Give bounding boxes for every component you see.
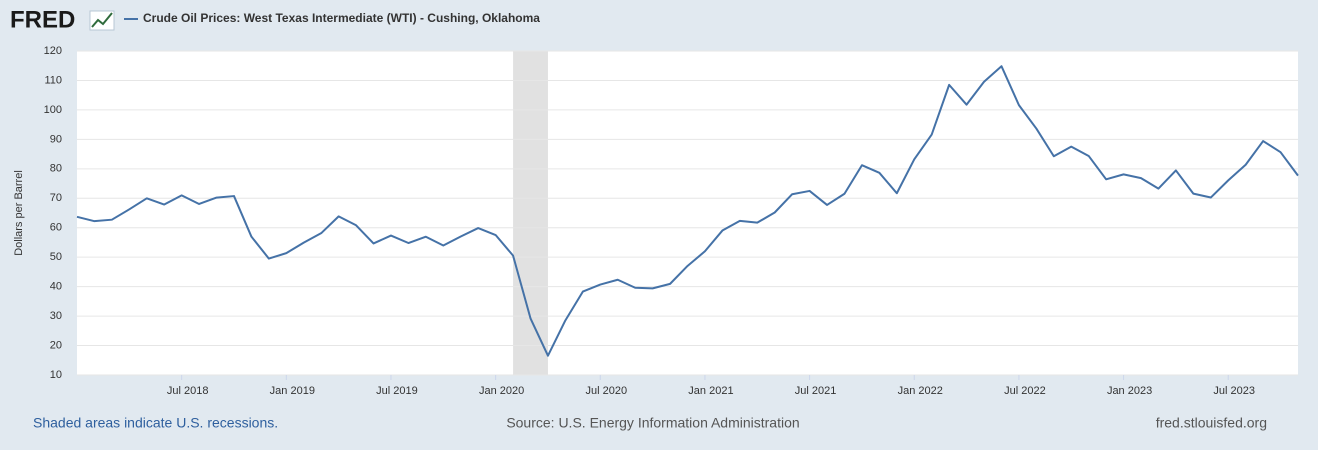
y-tick-label: 30	[50, 310, 62, 322]
x-tick-label: Jul 2021	[795, 385, 837, 397]
x-tick-label: Jan 2019	[270, 385, 315, 397]
y-tick-label: 40	[50, 281, 62, 293]
recession-band	[513, 51, 548, 375]
y-tick-label: 100	[44, 104, 62, 116]
legend-label: Crude Oil Prices: West Texas Intermediat…	[143, 11, 540, 25]
x-tick-label: Jul 2018	[167, 385, 209, 397]
y-tick-label: 20	[50, 339, 62, 351]
x-tick-label: Jul 2023	[1213, 385, 1255, 397]
x-tick-label: Jul 2020	[585, 385, 627, 397]
x-tick-label: Jan 2022	[898, 385, 943, 397]
y-tick-label: 60	[50, 222, 62, 234]
plot-area	[77, 51, 1298, 375]
x-tick-label: Jul 2019	[376, 385, 418, 397]
series-line	[76, 65, 1299, 357]
y-tick-label: 90	[50, 133, 62, 145]
y-tick-label: 80	[50, 163, 62, 175]
x-tick-label: Jul 2022	[1004, 385, 1046, 397]
logo-icon	[89, 10, 115, 31]
x-tick-label: Jan 2020	[479, 385, 524, 397]
y-tick-label: 70	[50, 192, 62, 204]
recession-note[interactable]: Shaded areas indicate U.S. recessions.	[33, 415, 278, 431]
x-tick-label: Jan 2023	[1107, 385, 1152, 397]
site-link[interactable]: fred.stlouisfed.org	[1156, 415, 1267, 431]
x-tick-label: Jan 2021	[688, 385, 733, 397]
logo[interactable]: FRED	[10, 6, 75, 33]
y-tick-label: 110	[44, 74, 62, 86]
y-tick-label: 50	[50, 251, 62, 263]
y-axis-label: Dollars per Barrel	[13, 170, 25, 256]
source: Source: U.S. Energy Information Administ…	[506, 415, 799, 431]
y-tick-label: 10	[50, 369, 62, 381]
y-tick-label: 120	[44, 45, 62, 57]
